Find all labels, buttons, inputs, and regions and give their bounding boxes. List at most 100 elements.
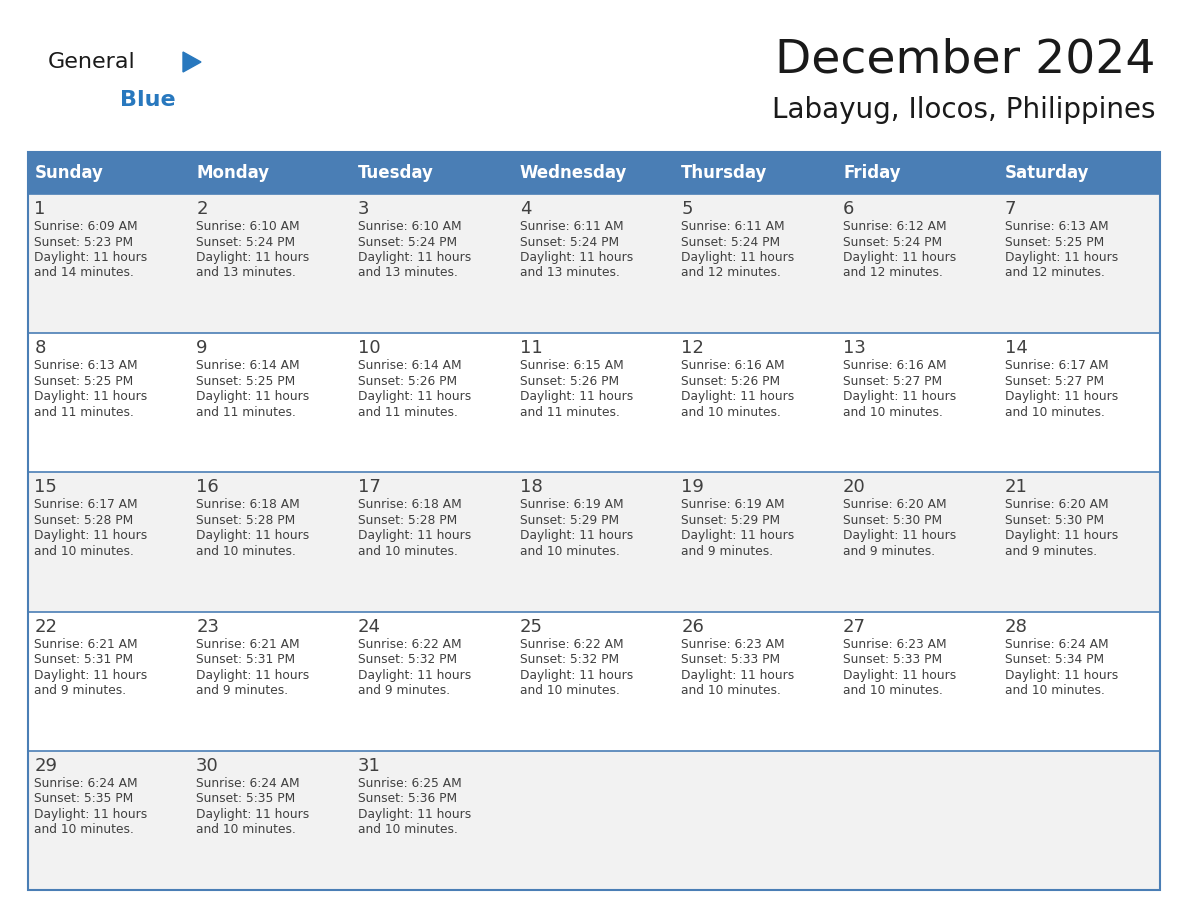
Text: 8: 8 [34, 339, 46, 357]
Text: Daylight: 11 hours: Daylight: 11 hours [196, 390, 309, 403]
Text: 13: 13 [843, 339, 866, 357]
Text: and 10 minutes.: and 10 minutes. [34, 545, 134, 558]
Text: and 10 minutes.: and 10 minutes. [358, 545, 457, 558]
Text: and 9 minutes.: and 9 minutes. [682, 545, 773, 558]
Text: 19: 19 [682, 478, 704, 497]
Text: Daylight: 11 hours: Daylight: 11 hours [358, 251, 472, 264]
Text: and 11 minutes.: and 11 minutes. [34, 406, 134, 419]
Text: Sunset: 5:25 PM: Sunset: 5:25 PM [1005, 236, 1104, 249]
Text: Daylight: 11 hours: Daylight: 11 hours [1005, 530, 1118, 543]
Polygon shape [183, 52, 201, 72]
Text: Sunset: 5:30 PM: Sunset: 5:30 PM [843, 514, 942, 527]
Text: Daylight: 11 hours: Daylight: 11 hours [358, 668, 472, 681]
Text: Daylight: 11 hours: Daylight: 11 hours [682, 251, 795, 264]
Text: 18: 18 [519, 478, 543, 497]
Text: and 10 minutes.: and 10 minutes. [843, 684, 943, 697]
Text: Sunrise: 6:22 AM: Sunrise: 6:22 AM [358, 638, 461, 651]
Text: 14: 14 [1005, 339, 1028, 357]
Text: Sunset: 5:31 PM: Sunset: 5:31 PM [196, 653, 296, 666]
Text: Sunrise: 6:11 AM: Sunrise: 6:11 AM [682, 220, 785, 233]
Text: Sunset: 5:29 PM: Sunset: 5:29 PM [682, 514, 781, 527]
Text: Sunrise: 6:14 AM: Sunrise: 6:14 AM [358, 359, 461, 372]
Text: Sunset: 5:27 PM: Sunset: 5:27 PM [843, 375, 942, 387]
Text: and 10 minutes.: and 10 minutes. [1005, 684, 1105, 697]
Text: Daylight: 11 hours: Daylight: 11 hours [358, 530, 472, 543]
Text: Sunrise: 6:23 AM: Sunrise: 6:23 AM [682, 638, 785, 651]
Text: Sunset: 5:28 PM: Sunset: 5:28 PM [358, 514, 457, 527]
Text: Friday: Friday [843, 164, 901, 182]
Text: Sunset: 5:32 PM: Sunset: 5:32 PM [358, 653, 457, 666]
Text: and 12 minutes.: and 12 minutes. [843, 266, 943, 279]
Bar [29, 152, 1159, 890]
Text: 2: 2 [196, 200, 208, 218]
Text: 16: 16 [196, 478, 219, 497]
Text: and 12 minutes.: and 12 minutes. [682, 266, 782, 279]
Text: and 9 minutes.: and 9 minutes. [34, 684, 127, 697]
Text: Sunrise: 6:18 AM: Sunrise: 6:18 AM [196, 498, 299, 511]
Text: Sunset: 5:25 PM: Sunset: 5:25 PM [196, 375, 296, 387]
Text: Daylight: 11 hours: Daylight: 11 hours [682, 668, 795, 681]
Text: Blue: Blue [120, 90, 176, 110]
Text: Sunrise: 6:23 AM: Sunrise: 6:23 AM [843, 638, 947, 651]
Text: and 10 minutes.: and 10 minutes. [196, 823, 296, 836]
Text: General: General [48, 52, 135, 72]
Text: Sunrise: 6:21 AM: Sunrise: 6:21 AM [34, 638, 138, 651]
Text: Sunrise: 6:09 AM: Sunrise: 6:09 AM [34, 220, 138, 233]
Text: Sunrise: 6:21 AM: Sunrise: 6:21 AM [196, 638, 299, 651]
Text: and 11 minutes.: and 11 minutes. [196, 406, 296, 419]
Text: Sunset: 5:28 PM: Sunset: 5:28 PM [196, 514, 296, 527]
Text: and 10 minutes.: and 10 minutes. [843, 406, 943, 419]
Text: 25: 25 [519, 618, 543, 635]
Text: and 9 minutes.: and 9 minutes. [843, 545, 935, 558]
Text: Daylight: 11 hours: Daylight: 11 hours [519, 251, 633, 264]
Text: and 9 minutes.: and 9 minutes. [1005, 545, 1097, 558]
Text: 28: 28 [1005, 618, 1028, 635]
Text: Sunrise: 6:19 AM: Sunrise: 6:19 AM [519, 498, 624, 511]
Text: and 10 minutes.: and 10 minutes. [519, 684, 619, 697]
Text: Wednesday: Wednesday [519, 164, 627, 182]
Text: Daylight: 11 hours: Daylight: 11 hours [682, 390, 795, 403]
Text: Sunrise: 6:13 AM: Sunrise: 6:13 AM [1005, 220, 1108, 233]
Text: and 10 minutes.: and 10 minutes. [519, 545, 619, 558]
Text: Daylight: 11 hours: Daylight: 11 hours [519, 530, 633, 543]
Text: Sunset: 5:29 PM: Sunset: 5:29 PM [519, 514, 619, 527]
Text: 15: 15 [34, 478, 57, 497]
Text: and 11 minutes.: and 11 minutes. [519, 406, 619, 419]
Text: Sunrise: 6:24 AM: Sunrise: 6:24 AM [34, 777, 138, 789]
Text: Daylight: 11 hours: Daylight: 11 hours [196, 251, 309, 264]
Text: Daylight: 11 hours: Daylight: 11 hours [843, 530, 956, 543]
Text: Sunrise: 6:19 AM: Sunrise: 6:19 AM [682, 498, 785, 511]
Text: and 10 minutes.: and 10 minutes. [196, 545, 296, 558]
Text: Sunset: 5:26 PM: Sunset: 5:26 PM [519, 375, 619, 387]
Text: 4: 4 [519, 200, 531, 218]
Text: and 12 minutes.: and 12 minutes. [1005, 266, 1105, 279]
Text: Sunset: 5:30 PM: Sunset: 5:30 PM [1005, 514, 1104, 527]
Text: and 10 minutes.: and 10 minutes. [1005, 406, 1105, 419]
Text: and 10 minutes.: and 10 minutes. [682, 684, 782, 697]
Text: Daylight: 11 hours: Daylight: 11 hours [196, 668, 309, 681]
Text: Sunset: 5:27 PM: Sunset: 5:27 PM [1005, 375, 1104, 387]
Text: Sunrise: 6:18 AM: Sunrise: 6:18 AM [358, 498, 462, 511]
Text: Daylight: 11 hours: Daylight: 11 hours [843, 390, 956, 403]
Text: Thursday: Thursday [682, 164, 767, 182]
Text: Sunset: 5:26 PM: Sunset: 5:26 PM [358, 375, 457, 387]
Text: 9: 9 [196, 339, 208, 357]
Text: Daylight: 11 hours: Daylight: 11 hours [34, 530, 147, 543]
Text: 17: 17 [358, 478, 381, 497]
Text: Daylight: 11 hours: Daylight: 11 hours [1005, 668, 1118, 681]
Text: Sunset: 5:32 PM: Sunset: 5:32 PM [519, 653, 619, 666]
Text: Sunset: 5:23 PM: Sunset: 5:23 PM [34, 236, 133, 249]
Text: 20: 20 [843, 478, 866, 497]
Text: and 9 minutes.: and 9 minutes. [358, 684, 450, 697]
Text: and 9 minutes.: and 9 minutes. [196, 684, 289, 697]
Text: Daylight: 11 hours: Daylight: 11 hours [196, 808, 309, 821]
Text: 1: 1 [34, 200, 46, 218]
Text: 10: 10 [358, 339, 380, 357]
Text: Sunset: 5:36 PM: Sunset: 5:36 PM [358, 792, 457, 805]
Bar [29, 751, 1159, 890]
Text: Sunrise: 6:13 AM: Sunrise: 6:13 AM [34, 359, 138, 372]
Text: 24: 24 [358, 618, 381, 635]
Text: and 13 minutes.: and 13 minutes. [196, 266, 296, 279]
Text: 22: 22 [34, 618, 57, 635]
Text: Sunset: 5:24 PM: Sunset: 5:24 PM [519, 236, 619, 249]
